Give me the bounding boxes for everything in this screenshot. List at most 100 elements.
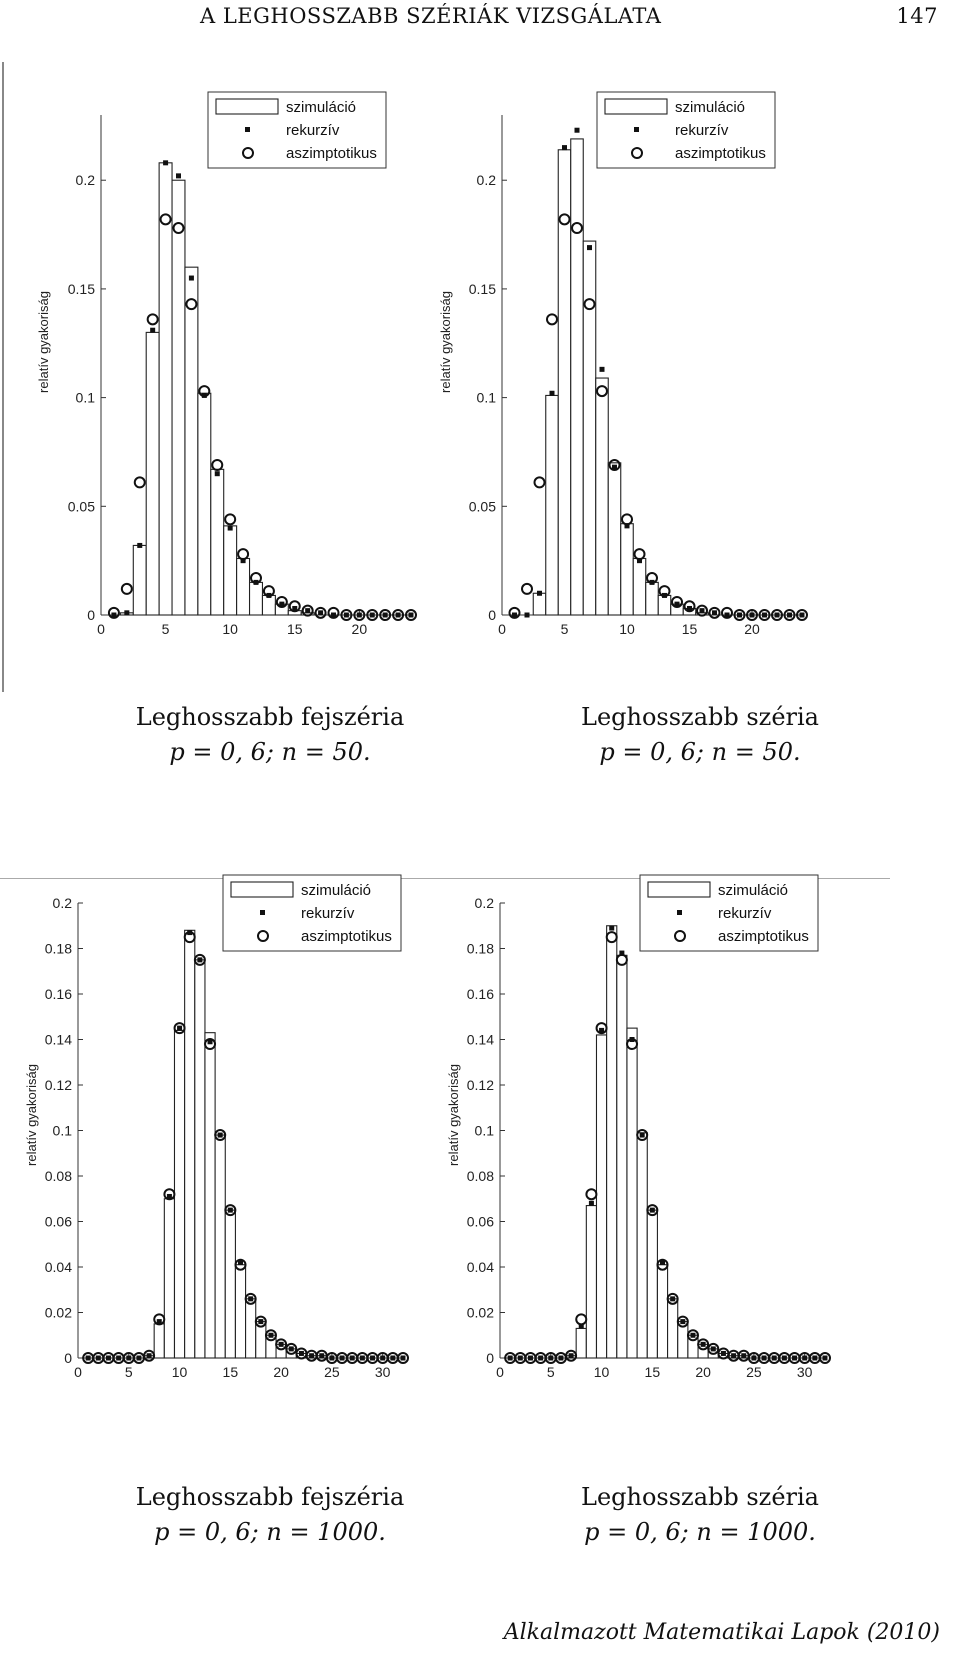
asymptotic-point bbox=[275, 595, 288, 608]
recursive-point bbox=[176, 173, 181, 179]
asymptotic-point bbox=[605, 931, 618, 944]
recursive-point bbox=[587, 245, 592, 251]
recursive-point bbox=[85, 1355, 91, 1361]
histogram-bar bbox=[248, 581, 264, 616]
x-tick-label: 5 bbox=[162, 621, 170, 637]
asymptotic-point bbox=[275, 1338, 288, 1351]
legend-label-rec: rekurzív bbox=[675, 122, 729, 139]
asymptotic-point bbox=[143, 1349, 156, 1362]
histogram-bar bbox=[646, 1209, 658, 1359]
recursive-point bbox=[822, 1355, 828, 1361]
recursive-point bbox=[512, 612, 517, 618]
x-tick-label: 20 bbox=[695, 1364, 711, 1380]
asymptotic-point bbox=[646, 1204, 659, 1217]
asymptotic-point bbox=[193, 953, 206, 966]
asymptotic-point bbox=[327, 606, 340, 619]
legend-label-rec: rekurzív bbox=[286, 122, 340, 139]
legend: szimuláció rekurzív aszimptotikus bbox=[207, 91, 387, 169]
caption-params: p = 0, 6; n = 1000. bbox=[154, 1518, 386, 1546]
asymptotic-point bbox=[314, 606, 327, 619]
asymptotic-point bbox=[521, 582, 533, 595]
recursive-point bbox=[599, 366, 605, 372]
recursive-point bbox=[400, 1355, 406, 1361]
x-tick-label: 0 bbox=[97, 621, 105, 637]
asymptotic-point bbox=[234, 1258, 247, 1271]
asymptotic-point bbox=[224, 1204, 237, 1217]
x-tick-label: 15 bbox=[287, 621, 303, 637]
recursive-point bbox=[710, 1346, 716, 1352]
recursive-point bbox=[331, 612, 336, 618]
recursive-point bbox=[201, 392, 207, 398]
recursive-point bbox=[356, 612, 362, 618]
legend-square-marker bbox=[245, 127, 250, 132]
asymptotic-point bbox=[686, 1329, 699, 1342]
recursive-point bbox=[690, 1332, 696, 1338]
asymptotic-point bbox=[366, 609, 379, 621]
histogram-bar bbox=[582, 240, 597, 616]
recursive-point bbox=[238, 1259, 243, 1265]
histogram-bar bbox=[234, 1264, 247, 1359]
asymptotic-point bbox=[596, 385, 608, 398]
chart-svg: 0 0.02 0.04 0.06 0.08 0.1 0.12 0.14 0.16 0.18 0.2 0… bbox=[446, 874, 831, 1380]
y-tick-label: 0.18 bbox=[45, 941, 72, 957]
recursive-point bbox=[812, 1355, 818, 1361]
asymptotic-point bbox=[107, 606, 120, 619]
legend-label-rec: rekurzív bbox=[301, 905, 355, 922]
histogram-bar bbox=[204, 1032, 216, 1359]
legend-bar-swatch bbox=[230, 881, 294, 898]
y-tick-label: 0 bbox=[64, 1350, 72, 1366]
recursive-point bbox=[562, 145, 567, 151]
histogram-bar bbox=[626, 1027, 638, 1359]
recursive-point bbox=[116, 1355, 122, 1361]
x-tick-label: 10 bbox=[619, 621, 635, 637]
histogram-bar bbox=[632, 557, 647, 616]
y-tick-label: 0.12 bbox=[467, 1077, 494, 1093]
asymptotic-point bbox=[571, 222, 583, 235]
histogram-bar bbox=[158, 162, 173, 616]
recursive-point bbox=[548, 1355, 554, 1361]
recursive-point bbox=[761, 1355, 767, 1361]
histogram-bar bbox=[153, 1323, 165, 1359]
x-tick-label: 20 bbox=[273, 1364, 289, 1380]
y-tick-label: 0.06 bbox=[45, 1214, 72, 1230]
recursive-point bbox=[227, 1207, 233, 1213]
recursive-point bbox=[524, 612, 530, 618]
histogram-bar bbox=[210, 468, 225, 616]
recursive-point bbox=[329, 1355, 335, 1361]
recursive-point bbox=[266, 592, 272, 598]
histogram-bar bbox=[132, 544, 147, 616]
histogram-bar bbox=[171, 179, 186, 616]
legend-bar-swatch bbox=[647, 881, 711, 898]
recursive-point bbox=[268, 1332, 274, 1338]
y-tick-label: 0 bbox=[486, 1350, 494, 1366]
asymptotic-point bbox=[379, 609, 392, 621]
recursive-point bbox=[253, 579, 259, 585]
y-tick-label: 0.08 bbox=[467, 1168, 494, 1184]
histogram-bar bbox=[575, 1327, 587, 1359]
legend-label-asym: aszimptotikus bbox=[718, 928, 809, 945]
histogram-bar bbox=[145, 331, 160, 616]
recursive-point bbox=[741, 1353, 747, 1359]
recursive-point bbox=[258, 1319, 264, 1325]
recursive-point bbox=[369, 612, 375, 618]
recursive-point bbox=[177, 1025, 183, 1031]
legend-label-asym: aszimptotikus bbox=[301, 928, 392, 945]
y-tick-label: 0.06 bbox=[467, 1214, 494, 1230]
caption-params: p = 0, 6; n = 50. bbox=[599, 738, 801, 766]
x-tick-label: 30 bbox=[797, 1364, 813, 1380]
legend-circle-marker bbox=[674, 930, 686, 942]
x-tick-label: 15 bbox=[682, 621, 698, 637]
caption-params: p = 0, 6; n = 1000. bbox=[584, 1518, 816, 1546]
legend-circle-marker bbox=[631, 147, 643, 159]
recursive-point bbox=[724, 612, 730, 618]
asymptotic-point bbox=[237, 548, 250, 561]
recursive-point bbox=[380, 1355, 386, 1361]
y-tick-label: 0.02 bbox=[467, 1305, 494, 1321]
histogram-bar bbox=[570, 138, 584, 616]
histogram-bar bbox=[245, 1298, 257, 1359]
recursive-point bbox=[751, 1355, 757, 1361]
recursive-point bbox=[787, 612, 792, 618]
asymptotic-point bbox=[771, 609, 783, 621]
x-tick-label: 5 bbox=[125, 1364, 133, 1380]
recursive-point bbox=[612, 464, 617, 470]
